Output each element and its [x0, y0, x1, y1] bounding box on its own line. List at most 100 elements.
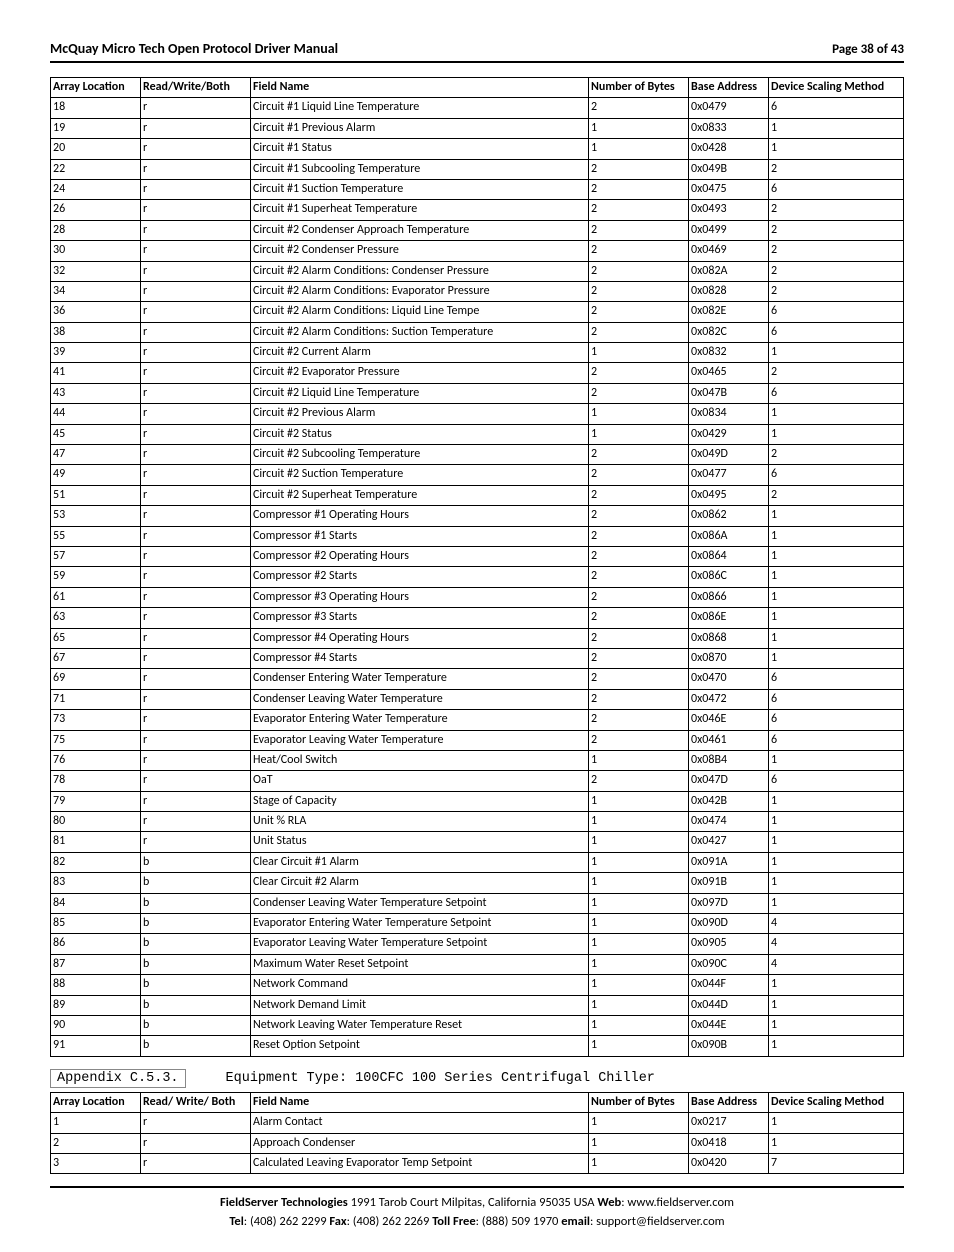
page-footer: FieldServer Technologies 1991 Tarob Cour…	[50, 1186, 904, 1232]
table-cell: 59	[51, 567, 141, 587]
table-cell: 0x0461	[689, 730, 769, 750]
table-cell: Network Command	[251, 975, 589, 995]
table-cell: 1	[769, 139, 904, 159]
table-cell: r	[141, 445, 251, 465]
table-row: 88bNetwork Command10x044F1	[51, 975, 904, 995]
table-row: 19rCircuit #1 Previous Alarm10x08331	[51, 118, 904, 138]
table-cell: 6	[769, 689, 904, 709]
table-cell: 67	[51, 648, 141, 668]
appendix-data-table: Array LocationRead/ Write/ BothField Nam…	[50, 1092, 904, 1175]
table-cell: 4	[769, 934, 904, 954]
table-cell: 75	[51, 730, 141, 750]
table-cell: 2	[589, 281, 689, 301]
table-cell: 36	[51, 302, 141, 322]
table-row: 18rCircuit #1 Liquid Line Temperature20x…	[51, 98, 904, 118]
table-cell: 1	[769, 995, 904, 1015]
table-cell: Evaporator Entering Water Temperature Se…	[251, 914, 589, 934]
table-cell: 1	[589, 424, 689, 444]
table-row: 86bEvaporator Leaving Water Temperature …	[51, 934, 904, 954]
table-row: 76rHeat/Cool Switch10x08B41	[51, 750, 904, 770]
table-cell: 2	[769, 220, 904, 240]
table-cell: 2	[589, 241, 689, 261]
table-cell: Circuit #2 Liquid Line Temperature	[251, 383, 589, 403]
table-cell: 90	[51, 1015, 141, 1035]
table-cell: 1	[769, 1133, 904, 1153]
table-cell: r	[141, 1113, 251, 1133]
table-row: 32rCircuit #2 Alarm Conditions: Condense…	[51, 261, 904, 281]
table-cell: 1	[769, 648, 904, 668]
table-cell: 0x082E	[689, 302, 769, 322]
table-cell: 6	[769, 710, 904, 730]
table-cell: 0x0905	[689, 934, 769, 954]
table-cell: 51	[51, 485, 141, 505]
table-row: 55rCompressor #1 Starts20x086A1	[51, 526, 904, 546]
table-cell: 1	[589, 750, 689, 770]
table-cell: Condenser Entering Water Temperature	[251, 669, 589, 689]
table-cell: b	[141, 873, 251, 893]
table-cell: Circuit #1 Subcooling Temperature	[251, 159, 589, 179]
table-cell: 6	[769, 383, 904, 403]
table-cell: 2	[589, 648, 689, 668]
table-row: 82bClear Circuit #1 Alarm10x091A1	[51, 852, 904, 872]
table-cell: 1	[769, 118, 904, 138]
table-cell: 0x042B	[689, 791, 769, 811]
column-header: Field Name	[251, 78, 589, 98]
table-cell: 45	[51, 424, 141, 444]
table-cell: Circuit #1 Liquid Line Temperature	[251, 98, 589, 118]
table-row: 67rCompressor #4 Starts20x08701	[51, 648, 904, 668]
table-row: 3rCalculated Leaving Evaporator Temp Set…	[51, 1153, 904, 1173]
table-cell: Circuit #2 Suction Temperature	[251, 465, 589, 485]
table-cell: 2	[589, 546, 689, 566]
table-cell: 2	[769, 159, 904, 179]
table-cell: r	[141, 465, 251, 485]
table-row: 65rCompressor #4 Operating Hours20x08681	[51, 628, 904, 648]
table-cell: r	[141, 139, 251, 159]
table-cell: 1	[589, 791, 689, 811]
footer-line-1: FieldServer Technologies 1991 Tarob Cour…	[50, 1194, 904, 1213]
table-cell: 0x0469	[689, 241, 769, 261]
table-cell: 80	[51, 812, 141, 832]
table-cell: 2	[589, 445, 689, 465]
table-header-row: Array LocationRead/Write/BothField NameN…	[51, 78, 904, 98]
footer-tollfree-label: Toll Free	[432, 1214, 475, 1229]
table-cell: 43	[51, 383, 141, 403]
table-cell: 53	[51, 506, 141, 526]
table-head: Array LocationRead/Write/BothField NameN…	[51, 78, 904, 98]
table-row: 73rEvaporator Entering Water Temperature…	[51, 710, 904, 730]
table-cell: 2	[769, 281, 904, 301]
table-row: 36rCircuit #2 Alarm Conditions: Liquid L…	[51, 302, 904, 322]
table-row: 57rCompressor #2 Operating Hours20x08641	[51, 546, 904, 566]
table-cell: Compressor #4 Operating Hours	[251, 628, 589, 648]
table-cell: 1	[589, 893, 689, 913]
table-cell: r	[141, 771, 251, 791]
table-cell: r	[141, 159, 251, 179]
table-cell: 1	[769, 506, 904, 526]
table-cell: Compressor #3 Starts	[251, 608, 589, 628]
table-cell: b	[141, 893, 251, 913]
table-cell: r	[141, 546, 251, 566]
table-row: 78rOaT20x047D6	[51, 771, 904, 791]
table-cell: 0x0217	[689, 1113, 769, 1133]
table-cell: 0x086C	[689, 567, 769, 587]
table-cell: Circuit #2 Alarm Conditions: Suction Tem…	[251, 322, 589, 342]
table-cell: 0x0864	[689, 546, 769, 566]
footer-fax-value: : (408) 262 2269	[347, 1214, 433, 1229]
table-cell: 2	[769, 261, 904, 281]
table-cell: 85	[51, 914, 141, 934]
table-cell: r	[141, 179, 251, 199]
column-header: Array Location	[51, 1092, 141, 1112]
table-cell: 1	[769, 404, 904, 424]
table-cell: Approach Condenser	[251, 1133, 589, 1153]
table-cell: r	[141, 404, 251, 424]
table-row: 79rStage of Capacity10x042B1	[51, 791, 904, 811]
table-cell: Clear Circuit #1 Alarm	[251, 852, 589, 872]
table-cell: 28	[51, 220, 141, 240]
table-cell: Stage of Capacity	[251, 791, 589, 811]
appendix-heading: Appendix C.5.3. Equipment Type: 100CFC 1…	[50, 1069, 904, 1088]
table-cell: 79	[51, 791, 141, 811]
table-cell: 1	[589, 954, 689, 974]
table-cell: Unit % RLA	[251, 812, 589, 832]
table-cell: 6	[769, 322, 904, 342]
table-row: 44rCircuit #2 Previous Alarm10x08341	[51, 404, 904, 424]
table-cell: 0x049B	[689, 159, 769, 179]
